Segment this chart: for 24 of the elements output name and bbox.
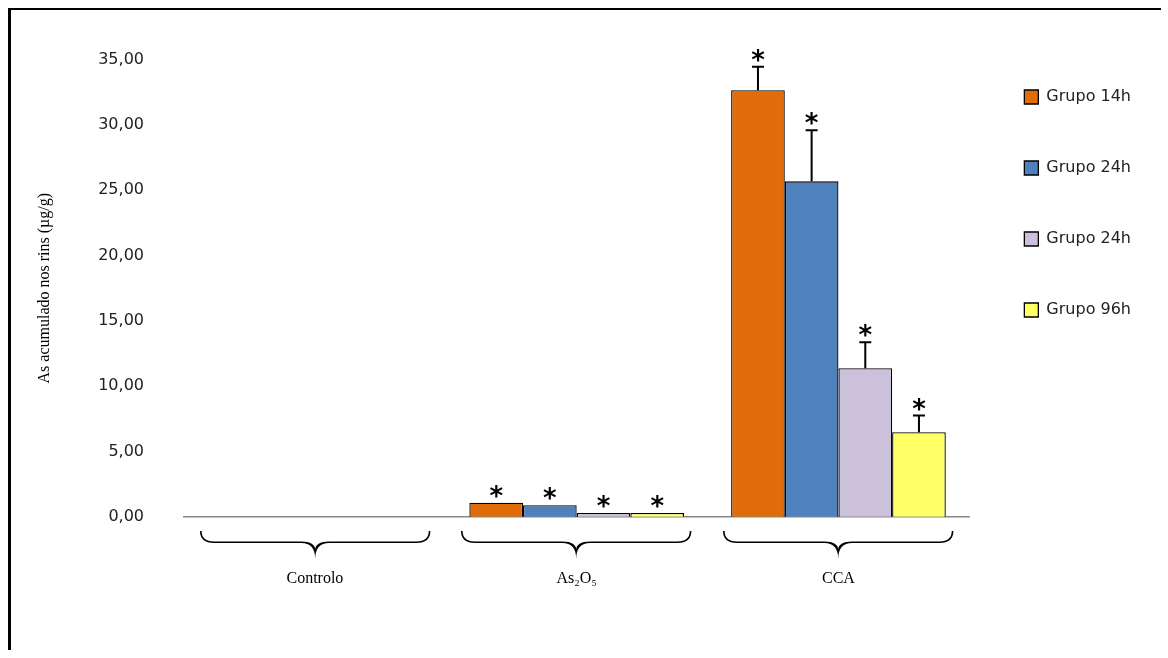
y-tick-label: 15,00 — [98, 310, 144, 330]
y-tick-label: 10,00 — [98, 375, 144, 395]
data-label: * — [804, 108, 819, 139]
data-label: * — [596, 490, 611, 521]
y-tick-label: 25,00 — [98, 179, 144, 199]
data-label: * — [650, 490, 665, 521]
data-label: * — [543, 483, 558, 514]
y-tick-label: 20,00 — [98, 244, 144, 264]
y-axis-title: As acumulado nos rins (µg/g) — [34, 192, 53, 384]
x-tick-label: As₂O₅ — [556, 568, 597, 586]
y-tick-label: 35,00 — [98, 48, 144, 68]
legend-label: Grupo 24h — [1046, 157, 1132, 177]
x-tick-label: Controlo — [286, 568, 344, 586]
y-tick-label: 5,00 — [108, 440, 144, 460]
legend-label: Grupo 96h — [1046, 299, 1132, 319]
data-label: * — [912, 393, 927, 424]
y-tick-label: 0,00 — [108, 505, 144, 525]
legend-label: Grupo 24h — [1046, 228, 1132, 248]
data-label: * — [489, 480, 504, 511]
x-tick-label: CCA — [822, 568, 856, 586]
data-label: * — [751, 44, 766, 75]
legend-label: Grupo 14h — [1046, 86, 1132, 106]
y-tick-label: 30,00 — [98, 114, 144, 134]
data-label: * — [858, 320, 873, 351]
